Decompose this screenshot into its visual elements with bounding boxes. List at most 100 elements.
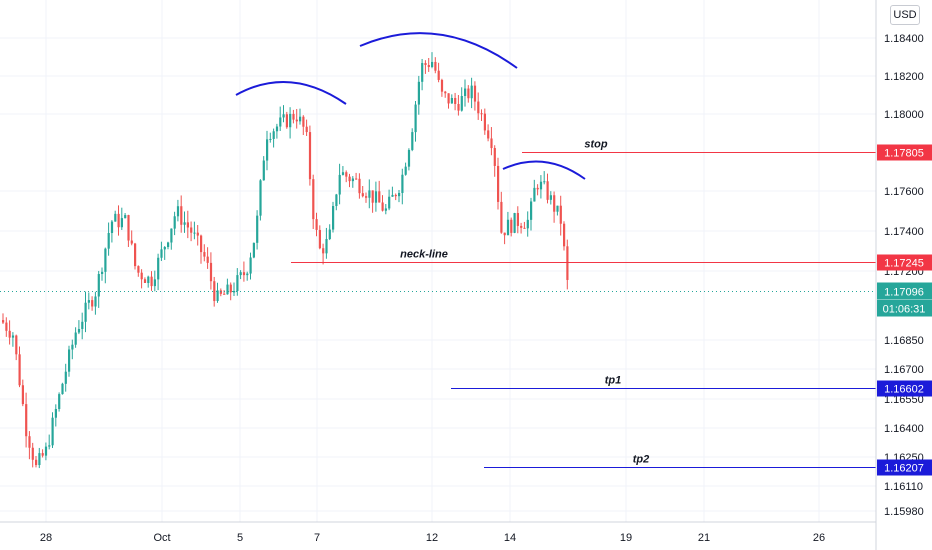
y-tick-label: 1.16400: [884, 423, 924, 435]
price-labels: 1.17805 1.17245 1.16602 1.16207 1.17096 01:06…: [877, 144, 932, 476]
candle-body: [134, 243, 137, 267]
candle-body: [266, 139, 269, 161]
candle-body: [417, 81, 420, 105]
candle-body: [239, 272, 242, 276]
candle-body: [282, 114, 285, 118]
candle-body: [81, 321, 84, 329]
candle-body: [308, 132, 312, 180]
candle-body: [150, 276, 153, 287]
tp2-price-badge: [877, 459, 932, 476]
candle-body: [348, 176, 351, 182]
candle-body: [530, 201, 533, 220]
stop-annotation: stop: [584, 139, 608, 151]
bar-countdown-label: 01:06:31: [883, 304, 926, 316]
candle-body: [272, 131, 275, 139]
candle-body: [28, 436, 31, 448]
candle-body: [513, 213, 516, 233]
head-arc: [359, 32, 518, 69]
candle-body: [401, 174, 404, 193]
candle-body: [213, 281, 216, 302]
candle-body: [361, 193, 364, 197]
left-shoulder-arc: [235, 80, 347, 105]
candle-body: [219, 290, 222, 294]
candle-body: [543, 181, 546, 183]
candle-body: [101, 271, 104, 275]
candle-body: [437, 70, 440, 80]
candle-body: [299, 116, 302, 122]
candle-body: [107, 232, 110, 249]
candle-body: [259, 180, 262, 216]
candle-body: [193, 232, 196, 234]
candle-body: [457, 103, 460, 111]
candle-body: [160, 249, 163, 258]
candle-body: [289, 113, 292, 128]
y-tick-label: 1.16550: [884, 394, 924, 406]
candle-body: [473, 85, 477, 102]
candle-body: [305, 126, 308, 133]
stop-price-badge: [877, 144, 932, 161]
candle-body: [173, 216, 176, 229]
tp1-price-label: 1.16602: [884, 384, 924, 396]
candle-body: [368, 190, 371, 198]
candle-body: [252, 242, 255, 258]
y-tick-label: 1.18400: [884, 33, 924, 45]
candle-body: [510, 219, 513, 233]
candle-body: [203, 252, 206, 257]
candles: [2, 52, 569, 469]
candle-body: [388, 196, 391, 209]
candle-body: [503, 232, 506, 236]
candle-body: [520, 225, 523, 228]
price-axis: 1.18400 1.18200 1.18000 1.17600 1.17400 1.172…: [884, 33, 924, 518]
candle-body: [11, 335, 15, 338]
candle-body: [249, 257, 252, 274]
candle-body: [104, 248, 107, 272]
x-tick-label: 19: [620, 532, 632, 544]
candle-body: [312, 179, 315, 220]
candle-body: [41, 453, 44, 456]
current-price-badge: [877, 282, 932, 317]
candle-body: [378, 191, 381, 203]
candle-body: [526, 219, 529, 229]
tp2-annotation: tp2: [633, 454, 650, 466]
currency-button[interactable]: USD: [890, 5, 920, 25]
x-tick-label: 14: [504, 532, 516, 544]
candle-body: [61, 383, 64, 395]
candle-body: [285, 114, 288, 128]
candle-body: [97, 274, 100, 297]
candle-body: [35, 459, 38, 466]
y-tick-label: 1.17600: [884, 186, 924, 198]
candle-body: [506, 219, 510, 236]
y-tick-label: 1.16110: [884, 481, 923, 493]
candle-body: [25, 404, 28, 437]
candle-body: [318, 229, 321, 249]
candle-body: [54, 408, 57, 418]
candle-body: [325, 239, 328, 254]
candle-body: [242, 272, 246, 276]
candle-body: [365, 196, 368, 198]
y-tick-label: 1.17400: [884, 226, 924, 238]
candle-body: [206, 256, 209, 263]
candle-body: [497, 165, 500, 202]
tp2-price-label: 1.16207: [884, 463, 924, 475]
candle-body: [358, 178, 361, 194]
candle-body: [371, 190, 374, 203]
candle-body: [180, 206, 183, 225]
x-tick-label: 5: [237, 532, 243, 544]
candle-body: [91, 300, 94, 307]
candle-body: [262, 160, 265, 181]
candle-body: [566, 246, 569, 280]
candle-body: [183, 222, 186, 225]
candle-body: [275, 126, 279, 132]
x-tick-label: 28: [40, 532, 52, 544]
candle-body: [398, 192, 401, 197]
stop-price-label: 1.17805: [884, 148, 924, 160]
candle-body: [256, 215, 259, 243]
candle-body: [48, 445, 51, 447]
candle-body: [18, 354, 21, 386]
neck-line-price-label: 1.17245: [884, 258, 924, 270]
candle-body: [110, 221, 114, 233]
candle-body: [493, 148, 496, 166]
candle-body: [302, 116, 305, 127]
candle-body: [226, 284, 229, 295]
